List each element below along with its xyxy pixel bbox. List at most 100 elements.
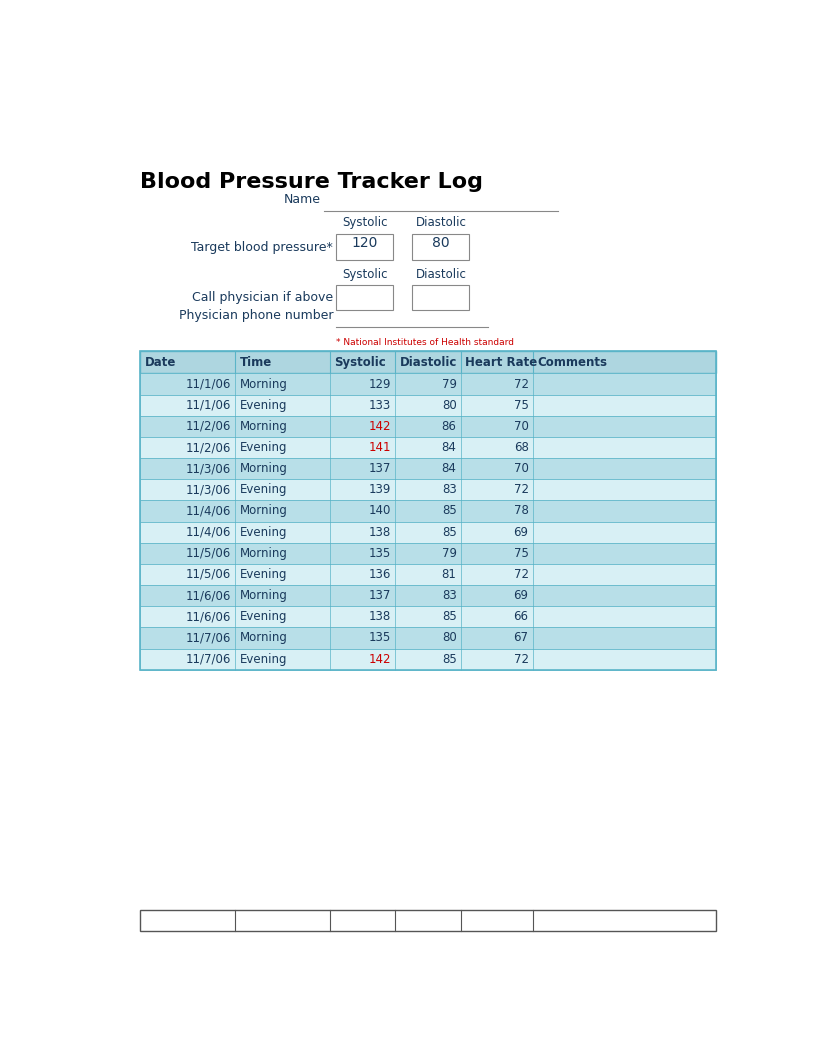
Text: Morning: Morning bbox=[239, 589, 288, 602]
Text: 136: 136 bbox=[368, 568, 391, 581]
Text: Morning: Morning bbox=[239, 377, 288, 390]
Text: 72: 72 bbox=[514, 652, 529, 666]
Text: Diastolic: Diastolic bbox=[400, 355, 458, 369]
FancyBboxPatch shape bbox=[337, 284, 394, 310]
Text: 120: 120 bbox=[351, 236, 378, 251]
Text: 137: 137 bbox=[368, 462, 391, 476]
FancyBboxPatch shape bbox=[141, 415, 717, 437]
Text: 133: 133 bbox=[368, 398, 391, 411]
Text: * National Institutes of Health standard: * National Institutes of Health standard bbox=[337, 337, 515, 347]
Text: 85: 85 bbox=[442, 610, 457, 624]
Text: 66: 66 bbox=[514, 610, 529, 624]
Text: 84: 84 bbox=[442, 462, 457, 476]
Text: 11/7/06: 11/7/06 bbox=[185, 652, 230, 666]
Text: 78: 78 bbox=[514, 504, 529, 518]
Text: Evening: Evening bbox=[239, 483, 287, 497]
Text: 142: 142 bbox=[368, 420, 391, 433]
Text: 72: 72 bbox=[514, 483, 529, 497]
Text: 141: 141 bbox=[368, 441, 391, 455]
Text: 79: 79 bbox=[441, 377, 457, 390]
Text: Blood Pressure Tracker Log: Blood Pressure Tracker Log bbox=[141, 171, 483, 191]
Text: Evening: Evening bbox=[239, 525, 287, 539]
FancyBboxPatch shape bbox=[141, 437, 717, 458]
Text: 85: 85 bbox=[442, 652, 457, 666]
FancyBboxPatch shape bbox=[141, 649, 717, 670]
Text: 11/4/06: 11/4/06 bbox=[185, 525, 230, 539]
Text: 80: 80 bbox=[432, 236, 449, 251]
Text: 129: 129 bbox=[368, 377, 391, 390]
Text: 84: 84 bbox=[442, 441, 457, 455]
Text: 11/5/06: 11/5/06 bbox=[185, 546, 230, 560]
Text: 11/2/06: 11/2/06 bbox=[185, 420, 230, 433]
Text: Time: Time bbox=[239, 355, 272, 369]
FancyBboxPatch shape bbox=[141, 351, 717, 373]
Text: Evening: Evening bbox=[239, 610, 287, 624]
Text: 75: 75 bbox=[514, 398, 529, 411]
Text: Systolic: Systolic bbox=[342, 268, 387, 281]
Text: Systolic: Systolic bbox=[334, 355, 386, 369]
Text: Evening: Evening bbox=[239, 398, 287, 411]
Text: 138: 138 bbox=[368, 610, 391, 624]
Text: 70: 70 bbox=[514, 420, 529, 433]
Text: 79: 79 bbox=[441, 546, 457, 560]
Text: Physician phone number: Physician phone number bbox=[179, 310, 333, 322]
Text: 140: 140 bbox=[368, 504, 391, 518]
Text: Diastolic: Diastolic bbox=[415, 268, 467, 281]
Text: Comments: Comments bbox=[538, 355, 607, 369]
Text: 70: 70 bbox=[514, 462, 529, 476]
Text: 72: 72 bbox=[514, 568, 529, 581]
Text: 67: 67 bbox=[514, 631, 529, 645]
Text: Evening: Evening bbox=[239, 441, 287, 455]
FancyBboxPatch shape bbox=[141, 521, 717, 542]
Text: Morning: Morning bbox=[239, 546, 288, 560]
Text: 139: 139 bbox=[368, 483, 391, 497]
Text: 11/5/06: 11/5/06 bbox=[185, 568, 230, 581]
Text: 11/1/06: 11/1/06 bbox=[185, 398, 230, 411]
FancyBboxPatch shape bbox=[141, 563, 717, 586]
Text: Name: Name bbox=[283, 192, 320, 206]
Text: 11/6/06: 11/6/06 bbox=[185, 589, 230, 602]
Text: 137: 137 bbox=[368, 589, 391, 602]
FancyBboxPatch shape bbox=[413, 235, 469, 260]
Text: 85: 85 bbox=[442, 504, 457, 518]
FancyBboxPatch shape bbox=[141, 607, 717, 628]
Text: 75: 75 bbox=[514, 546, 529, 560]
Text: 11/3/06: 11/3/06 bbox=[185, 483, 230, 497]
FancyBboxPatch shape bbox=[141, 542, 717, 563]
FancyBboxPatch shape bbox=[141, 458, 717, 479]
FancyBboxPatch shape bbox=[141, 628, 717, 649]
Text: Morning: Morning bbox=[239, 504, 288, 518]
Text: Evening: Evening bbox=[239, 568, 287, 581]
Text: 11/4/06: 11/4/06 bbox=[185, 504, 230, 518]
Text: Morning: Morning bbox=[239, 462, 288, 476]
FancyBboxPatch shape bbox=[141, 479, 717, 500]
Text: 11/6/06: 11/6/06 bbox=[185, 610, 230, 624]
Text: 72: 72 bbox=[514, 377, 529, 390]
FancyBboxPatch shape bbox=[413, 284, 469, 310]
Text: Morning: Morning bbox=[239, 631, 288, 645]
Text: Date: Date bbox=[145, 355, 176, 369]
Text: Target blood pressure*: Target blood pressure* bbox=[191, 241, 333, 254]
FancyBboxPatch shape bbox=[141, 500, 717, 521]
Text: 86: 86 bbox=[442, 420, 457, 433]
Text: 80: 80 bbox=[442, 631, 457, 645]
Text: 11/3/06: 11/3/06 bbox=[185, 462, 230, 476]
Text: 11/7/06: 11/7/06 bbox=[185, 631, 230, 645]
Text: 138: 138 bbox=[368, 525, 391, 539]
Text: 135: 135 bbox=[368, 546, 391, 560]
Text: Heart Rate: Heart Rate bbox=[466, 355, 538, 369]
Text: 80: 80 bbox=[442, 398, 457, 411]
Text: Call physician if above: Call physician if above bbox=[192, 292, 333, 304]
Text: 11/1/06: 11/1/06 bbox=[185, 377, 230, 390]
Text: 69: 69 bbox=[514, 525, 529, 539]
Text: Evening: Evening bbox=[239, 652, 287, 666]
Text: 85: 85 bbox=[442, 525, 457, 539]
Text: Systolic: Systolic bbox=[342, 217, 387, 229]
FancyBboxPatch shape bbox=[337, 235, 394, 260]
Text: 142: 142 bbox=[368, 652, 391, 666]
Text: 135: 135 bbox=[368, 631, 391, 645]
FancyBboxPatch shape bbox=[141, 586, 717, 607]
FancyBboxPatch shape bbox=[141, 910, 717, 931]
FancyBboxPatch shape bbox=[141, 373, 717, 394]
Text: 68: 68 bbox=[514, 441, 529, 455]
